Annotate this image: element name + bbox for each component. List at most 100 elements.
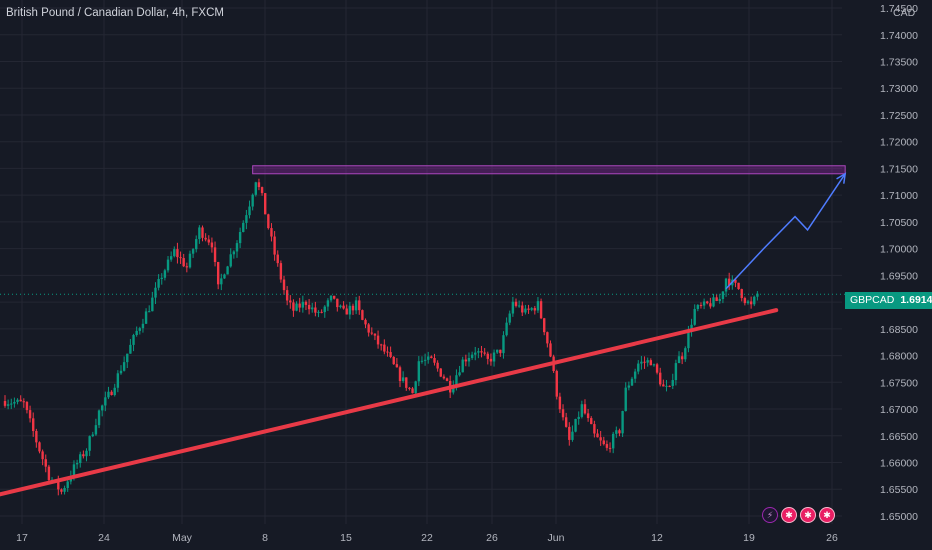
y-tick-label: 1.67500	[880, 377, 918, 389]
candle-body	[508, 313, 511, 323]
candle-body	[326, 300, 330, 307]
candle-body	[659, 372, 662, 385]
flag-icon[interactable]: ✱	[781, 507, 797, 523]
y-axis-unit: CAD	[893, 7, 916, 19]
candle-body	[734, 279, 737, 283]
y-tick-label: 1.65500	[880, 484, 918, 496]
candle-body	[254, 182, 257, 195]
candle-body	[358, 300, 361, 311]
flash-icon[interactable]: ⚡	[762, 507, 778, 523]
candle-body	[82, 454, 85, 457]
candle-body	[455, 375, 458, 386]
x-axis[interactable]: 17 24 May 8 15 22 26 Jun 12 19 26	[16, 532, 838, 544]
candle-body	[414, 381, 417, 394]
candle-body	[477, 351, 480, 353]
candle-body	[593, 424, 596, 434]
candle-body	[307, 304, 311, 310]
candle-body	[201, 227, 204, 238]
candle-body	[684, 348, 687, 360]
candle-body	[527, 308, 530, 310]
candle-body	[564, 417, 568, 427]
candle-body	[621, 411, 624, 434]
candle-body	[329, 295, 333, 301]
candle-body	[395, 364, 399, 368]
candle-body	[204, 237, 207, 240]
candle-body	[270, 228, 273, 237]
candle-body	[336, 298, 339, 308]
candle-body	[398, 367, 402, 382]
candle-body	[649, 360, 653, 366]
candle-body	[367, 324, 370, 333]
chart-title: British Pound / Canadian Dollar, 4h, FXC…	[6, 7, 224, 19]
x-tick-label: 26	[486, 532, 498, 544]
candle-body	[411, 388, 414, 394]
candle-body	[474, 352, 477, 355]
candle-body	[6, 404, 10, 406]
candle-body	[72, 464, 76, 477]
candle-body	[60, 489, 63, 492]
candle-body	[207, 239, 210, 243]
candle-body	[79, 454, 82, 464]
candle-body	[273, 236, 276, 255]
candle-body	[370, 332, 373, 334]
candle-body	[727, 278, 731, 286]
y-tick-label: 1.69500	[880, 270, 918, 282]
candle-body	[558, 396, 562, 410]
candle-body	[94, 425, 98, 435]
y-axis[interactable]: 1.74500 1.74000 1.73500 1.73000 1.72500 1.720…	[880, 3, 918, 523]
candle-body	[88, 436, 91, 451]
candle-body	[279, 263, 283, 280]
candle-body	[492, 352, 496, 362]
candle-body	[110, 391, 113, 396]
candle-body	[116, 373, 120, 388]
candle-body	[100, 405, 104, 411]
candle-body	[611, 433, 615, 449]
resistance-zone[interactable]	[252, 165, 846, 175]
candle-body	[423, 359, 427, 361]
candle-body	[19, 399, 22, 402]
candle-body	[364, 319, 367, 325]
candle-body	[376, 335, 380, 345]
y-tick-label: 1.68500	[880, 324, 918, 336]
candle-body	[260, 187, 264, 194]
candle-body	[495, 349, 499, 353]
candle-body	[530, 308, 533, 310]
candle-body	[699, 305, 703, 307]
candle-body	[514, 301, 518, 306]
projection-path[interactable]	[725, 173, 846, 290]
candle-body	[282, 279, 286, 291]
support-trendline[interactable]	[0, 308, 779, 497]
candle-body	[693, 308, 696, 325]
candle-body	[3, 401, 7, 406]
candle-body	[348, 305, 352, 315]
candle-body	[461, 359, 464, 373]
candle-body	[22, 401, 26, 403]
y-tick-label: 1.73000	[880, 83, 918, 95]
candle-body	[577, 416, 580, 419]
candle-body	[44, 459, 47, 467]
candle-body	[709, 303, 712, 307]
candle-body	[677, 356, 681, 364]
candle-body	[163, 270, 167, 278]
candle-body	[323, 306, 326, 313]
y-tick-label: 1.73500	[880, 56, 918, 68]
x-tick-label: 24	[98, 532, 110, 544]
candle-body	[216, 262, 220, 285]
candle-body	[743, 298, 747, 304]
candle-body	[226, 266, 229, 275]
x-tick-label: 19	[743, 532, 755, 544]
candle-body	[721, 291, 725, 300]
candle-body	[746, 301, 750, 304]
flag-icon[interactable]: ✱	[819, 507, 835, 523]
y-tick-label: 1.65000	[880, 511, 918, 523]
candle-body	[264, 193, 267, 215]
candle-body	[433, 358, 436, 363]
candle-body	[173, 249, 176, 257]
flag-icon[interactable]: ✱	[800, 507, 816, 523]
candle-body	[38, 442, 41, 452]
candle-body	[706, 301, 709, 304]
candle-body	[185, 266, 189, 268]
y-tick-label: 1.72500	[880, 110, 918, 122]
candle-body	[298, 303, 301, 308]
